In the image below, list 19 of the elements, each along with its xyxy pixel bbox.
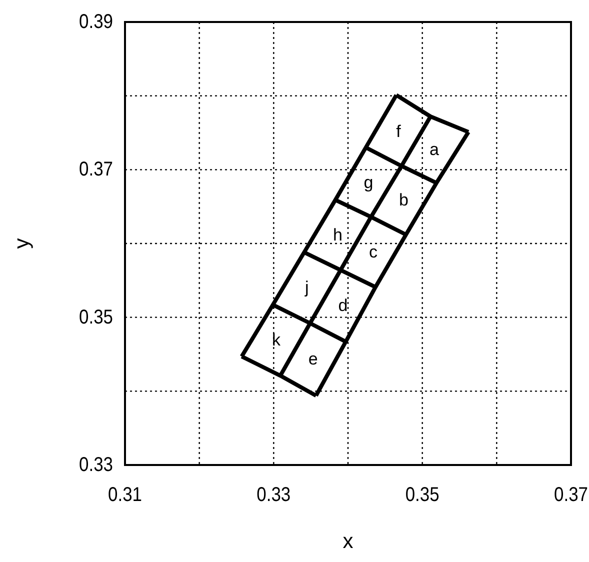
annotation: c: [369, 242, 378, 262]
x-tick-label: 0.37: [554, 484, 589, 506]
x-axis-title: x: [342, 530, 354, 553]
annotation: f: [396, 122, 402, 141]
annotation: h: [333, 225, 343, 244]
y-tick-label: 0.39: [79, 11, 118, 33]
annotation: j: [304, 278, 309, 298]
annotation: e: [308, 350, 318, 369]
x-tick-label: 0.35: [405, 484, 444, 506]
y-tick-label: 0.33: [79, 454, 118, 476]
annotation: g: [364, 173, 374, 192]
y-axis-title: y: [10, 238, 34, 249]
x-tick-label: 0.33: [256, 484, 296, 506]
y-tick-label: 0.37: [79, 158, 118, 181]
annotation: a: [429, 140, 440, 159]
annotation: b: [399, 190, 408, 210]
y-tick-label: 0.35: [79, 306, 118, 328]
x-tick-label: 0.31: [108, 484, 147, 506]
annotation: d: [338, 296, 348, 316]
